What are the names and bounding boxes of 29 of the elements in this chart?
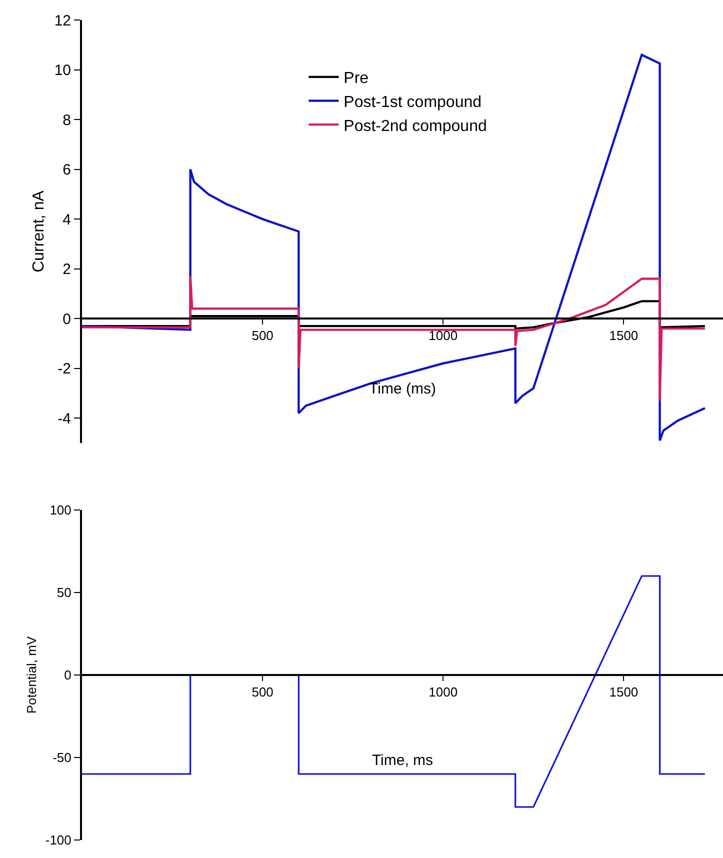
legend-label: Pre [344, 70, 369, 88]
y-axis-title: Potential, mV [24, 636, 39, 714]
y-tick-label: 8 [62, 112, 71, 129]
x-tick-label: 1000 [428, 328, 458, 343]
x-tick-label: 1000 [428, 684, 458, 700]
legend-label: Post-1st compound [344, 94, 482, 111]
line-series [82, 575, 706, 808]
legend-label: Post-2nd compound [344, 118, 487, 135]
x-tick-label: 500 [252, 684, 274, 700]
y-tick-label: 10 [54, 62, 71, 80]
y-tick-label: 0 [64, 668, 72, 683]
line-series [82, 275, 706, 402]
y-tick-label: 50 [56, 585, 72, 600]
y-tick-label: 100 [50, 502, 72, 518]
y-tick-label: 6 [62, 162, 71, 179]
y-tick-label: -100 [45, 832, 72, 848]
y-tick-label: 0 [62, 310, 71, 328]
x-axis-title: Time, ms [372, 752, 434, 769]
y-tick-label: -50 [52, 750, 72, 766]
y-tick-label: 12 [54, 12, 71, 30]
y-tick-label: -2 [58, 360, 71, 378]
x-axis-title: Time (ms) [369, 380, 436, 398]
y-axis-title: Current, nA [30, 190, 48, 272]
x-tick-label: 1500 [609, 328, 638, 343]
x-tick-label: 500 [252, 328, 274, 343]
x-tick-label: 1500 [609, 684, 638, 700]
y-tick-label: 4 [62, 211, 71, 228]
y-tick-label: 2 [62, 261, 71, 278]
y-tick-label: -4 [58, 410, 71, 428]
